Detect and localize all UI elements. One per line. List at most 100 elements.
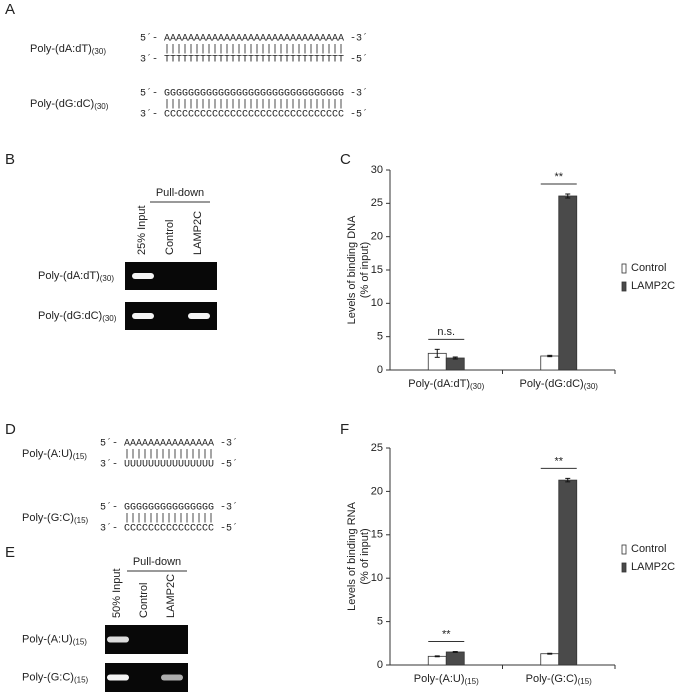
panel-label: C: [340, 151, 351, 168]
panel-label: D: [5, 421, 16, 438]
strand-bottom: 3´- CCCCCCCCCCCCCCC -5´: [100, 522, 238, 535]
duplex-name-main: Poly-(G:C): [22, 512, 74, 524]
y-axis-label: (% of input): [359, 242, 371, 298]
y-tick-label: 15: [371, 529, 383, 541]
gel-band: [132, 273, 154, 279]
gel-band: [161, 674, 183, 681]
base-pairs: ||||||||||||||||||||||||||||||: [164, 44, 344, 56]
x-tick-label-sub: (30): [470, 382, 485, 391]
legend-swatch: [621, 281, 627, 292]
y-tick-label: 30: [371, 164, 383, 176]
gel-band: [107, 674, 129, 681]
y-tick-label: 0: [377, 659, 383, 671]
duplex-name: Poly-(dA:dT)(30): [30, 43, 106, 56]
legend-label: Control: [631, 262, 666, 274]
pulldown-header: Pull-down: [156, 187, 204, 199]
bar: [540, 653, 560, 666]
pulldown-header: Pull-down: [133, 556, 181, 568]
x-tick-label-main: Poly-(G:C): [526, 673, 578, 685]
panel-label: E: [5, 544, 15, 561]
duplex-name-main: Poly-(dG:dC): [30, 98, 94, 110]
x-tick-label: Poly-(A:U)(15): [414, 673, 479, 686]
strand-top: 5´- AAAAAAAAAAAAAAAAAAAAAAAAAAAAAA -3´: [140, 32, 368, 45]
legend-swatch: [621, 263, 627, 274]
gel-row-label-main: Poly-(dA:dT): [38, 270, 100, 282]
gel-row-label-main: Poly-(dG:dC): [38, 310, 102, 322]
strand-top: 5´- GGGGGGGGGGGGGGGGGGGGGGGGGGGGGG -3´: [140, 87, 368, 100]
legend-swatch: [621, 562, 627, 573]
y-axis-label: (% of input): [359, 528, 371, 584]
x-tick-label-main: Poly-(A:U): [414, 673, 465, 685]
duplex-name-sub: (15): [73, 452, 88, 461]
legend-swatch: [621, 544, 627, 555]
duplex-name: Poly-(A:U)(15): [22, 448, 87, 461]
legend-label: Control: [631, 543, 666, 555]
strand-top: 5´- GGGGGGGGGGGGGGG -3´: [100, 501, 238, 514]
x-tick-label: Poly-(G:C)(15): [526, 673, 593, 686]
duplex-name-sub: (30): [94, 102, 109, 111]
x-tick-label-sub: (30): [584, 382, 599, 391]
y-axis-label: Levels of binding DNA: [346, 215, 358, 325]
significance-label: n.s.: [437, 326, 455, 338]
strand-bottom: 3´- CCCCCCCCCCCCCCCCCCCCCCCCCCCCCC -5´: [140, 108, 368, 121]
x-tick-label-main: Poly-(dA:dT): [408, 378, 470, 390]
gel-row-label: Poly-(dG:dC)(30): [38, 310, 117, 323]
y-tick-label: 5: [377, 616, 383, 628]
bar: [445, 651, 465, 666]
bar: [558, 195, 578, 371]
x-tick-label: Poly-(dA:dT)(30): [408, 378, 484, 391]
lane-label: 50% Input: [111, 568, 123, 618]
gel-row-label: Poly-(dA:dT)(30): [38, 270, 114, 283]
y-tick-label: 25: [371, 442, 383, 454]
x-tick-label-main: Poly-(dG:dC): [520, 378, 584, 390]
duplex-name: Poly-(dG:dC)(30): [30, 98, 109, 111]
gel-row-label-sub: (30): [102, 314, 117, 323]
y-axis-label: Levels of binding RNA: [346, 501, 358, 611]
gel-band: [188, 313, 210, 319]
significance-label: **: [554, 455, 563, 467]
gel-row-label-sub: (15): [74, 676, 89, 685]
strand-bottom: 3´- TTTTTTTTTTTTTTTTTTTTTTTTTTTTTT -5´: [140, 53, 368, 66]
y-tick-label: 10: [371, 572, 383, 584]
base-pairs: ||||||||||||||||||||||||||||||: [164, 99, 344, 111]
bar: [558, 479, 578, 666]
lane-label: Control: [138, 583, 150, 618]
bar: [427, 655, 447, 666]
x-tick-label-sub: (15): [578, 677, 593, 686]
strand-top: 5´- AAAAAAAAAAAAAAA -3´: [100, 437, 238, 450]
duplex-name-main: Poly-(dA:dT): [30, 43, 92, 55]
duplex-name: Poly-(G:C)(15): [22, 512, 89, 525]
gel-row-label-sub: (30): [100, 274, 115, 283]
bar: [445, 357, 465, 371]
x-tick-label-sub: (15): [465, 677, 480, 686]
gel-row-label: Poly-(A:U)(15): [22, 633, 87, 646]
base-pairs: |||||||||||||||: [124, 449, 214, 461]
gel-band: [132, 313, 154, 319]
gel-row-label-main: Poly-(G:C): [22, 671, 74, 683]
gel-row-label-main: Poly-(A:U): [22, 633, 73, 645]
x-tick-label: Poly-(dG:dC)(30): [520, 378, 599, 391]
y-tick-label: 10: [371, 297, 383, 309]
lane-label: LAMP2C: [192, 211, 204, 255]
y-tick-label: 15: [371, 264, 383, 276]
gel-row-label-sub: (15): [73, 638, 88, 647]
gel-row-label: Poly-(G:C)(15): [22, 671, 89, 684]
y-tick-label: 25: [371, 197, 383, 209]
significance-label: **: [554, 171, 563, 183]
duplex-name-main: Poly-(A:U): [22, 448, 73, 460]
legend-label: LAMP2C: [631, 561, 675, 573]
y-tick-label: 0: [377, 364, 383, 376]
legend-label: LAMP2C: [631, 280, 675, 292]
duplex-name-sub: (30): [92, 47, 107, 56]
panel-label: F: [340, 421, 349, 438]
lane-label: 25% Input: [136, 205, 148, 255]
lane-label: Control: [164, 220, 176, 255]
y-tick-label: 20: [371, 485, 383, 497]
gel-band: [107, 636, 129, 643]
strand-bottom: 3´- UUUUUUUUUUUUUUU -5´: [100, 458, 238, 471]
y-tick-label: 5: [377, 331, 383, 343]
base-pairs: |||||||||||||||: [124, 513, 214, 525]
panel-label: A: [5, 1, 15, 18]
